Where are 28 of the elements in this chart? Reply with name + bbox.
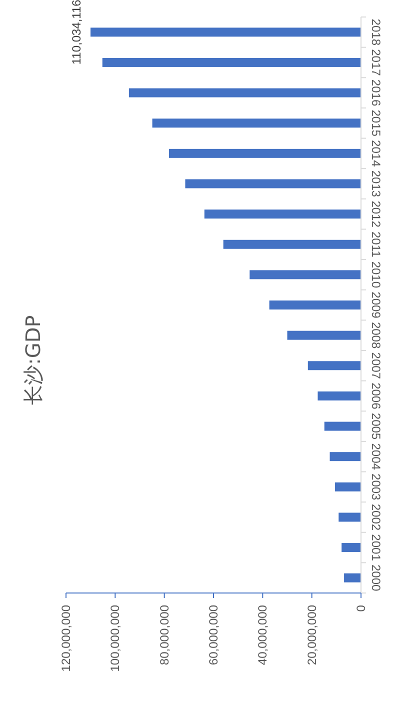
text: 长沙:GDP xyxy=(21,315,45,405)
x-tick-label: 40,000,000 xyxy=(256,604,270,666)
y-tick-label: 2012 xyxy=(369,200,383,228)
y-tick-label: 2010 xyxy=(369,261,383,288)
x-tick-label: 20,000,000 xyxy=(304,604,319,666)
y-tick-label: 2005 xyxy=(369,412,383,440)
y-tick-label: 2008 xyxy=(369,322,383,349)
y-tick-label: 2014 xyxy=(369,140,383,168)
y-tick-label: 2013 xyxy=(369,170,383,198)
y-tick-label: 2004 xyxy=(369,443,383,470)
y-tick-label: 2003 xyxy=(369,474,383,501)
y-tick-label: 2016 xyxy=(369,79,383,106)
y-tick-label: 2015 xyxy=(369,110,383,137)
y-tick-label: 2002 xyxy=(369,504,383,531)
x-tick-label: 120,000,000 xyxy=(59,604,73,672)
y-tick-label: 2009 xyxy=(369,292,383,319)
y-tick-label: 2006 xyxy=(369,382,383,410)
x-tick-label: 100,000,000 xyxy=(108,604,122,672)
y-tick-label: 2018 xyxy=(369,18,383,46)
y-tick-label: 2000 xyxy=(369,564,383,592)
y-tick-label: 2017 xyxy=(369,49,383,76)
x-tick-label: 0 xyxy=(354,604,368,612)
y-tick-label: 2007 xyxy=(369,352,383,380)
x-tick-label: 80,000,000 xyxy=(157,604,172,666)
data-label: 110,034,116 xyxy=(70,0,84,65)
y-tick-label: 2011 xyxy=(369,231,383,258)
x-tick-label: 60,000,000 xyxy=(206,604,220,666)
y-tick-label: 2001 xyxy=(369,534,383,562)
